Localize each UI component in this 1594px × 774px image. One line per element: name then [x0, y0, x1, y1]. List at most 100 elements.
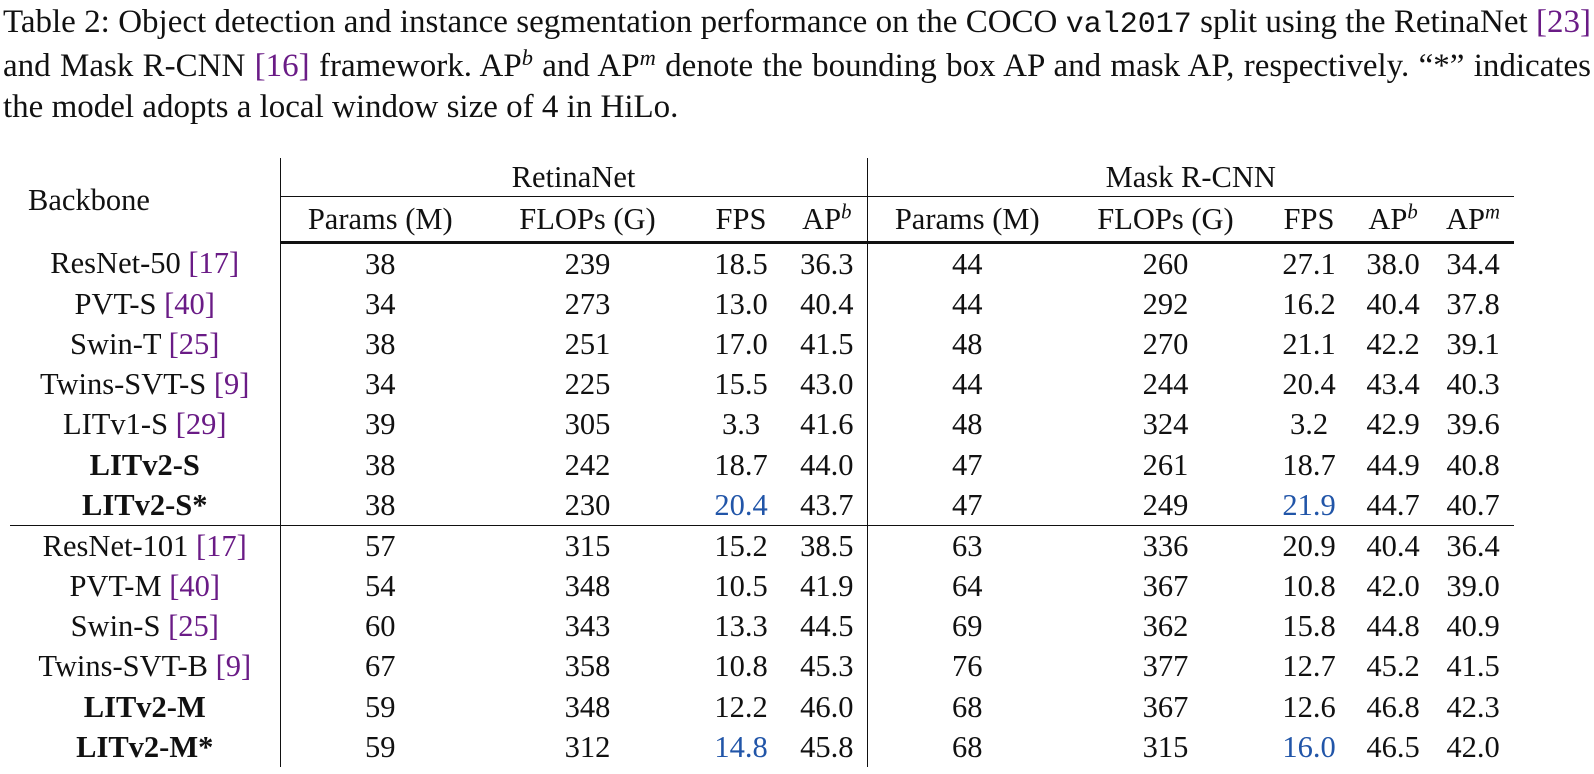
mask-apm-cell: 40.9 — [1446, 609, 1500, 644]
retina-flops-cell: 312 — [564, 729, 611, 764]
retina-fps-cell: 17.0 — [714, 326, 768, 361]
mask-apb-cell: 42.2 — [1366, 326, 1420, 361]
citation-link[interactable]: [29] — [175, 407, 227, 442]
citation-link[interactable]: [9] — [213, 367, 250, 402]
retina-params-header: Params (M) — [280, 196, 480, 244]
retina-apb-cell: 36.3 — [787, 242, 868, 285]
mask-apm-cell: 37.8 — [1446, 286, 1500, 321]
table-row: ResNet-50 [17] 38 239 18.5 36.3 44 260 27.1 38.0… — [10, 242, 1514, 285]
mask-apb-cell: 46.8 — [1366, 689, 1420, 724]
mask-flops-cell: 367 — [1142, 569, 1189, 604]
retinanet-header: RetinaNet — [280, 158, 868, 197]
backbone-name: Swin-T — [70, 326, 169, 361]
mask-params-cell: 69 — [952, 609, 983, 644]
backbone-cell: LITv2-S — [10, 444, 281, 486]
mask-flops-cell: 377 — [1142, 649, 1189, 684]
mask-fps-header: FPS — [1264, 196, 1354, 244]
mask-flops-cell: 367 — [1142, 689, 1189, 724]
backbone-cell: PVT-M [40] — [10, 566, 281, 607]
mask-apm-cell: 41.5 — [1446, 649, 1500, 684]
mask-fps-cell: 15.8 — [1282, 609, 1336, 644]
mask-params-cell: 47 — [952, 447, 983, 482]
column-header-row: Params (M) FLOPs (G) FPS APb Params (M) … — [10, 196, 1514, 244]
backbone-name: LITv2-M* — [76, 729, 214, 764]
mask-fps-cell: 10.8 — [1282, 569, 1336, 604]
retina-flops-cell: 305 — [564, 407, 611, 442]
backbone-name: LITv2-S* — [82, 487, 208, 522]
backbone-name: Swin-S — [70, 609, 169, 644]
table-row: Twins-SVT-S [9] 34 225 15.5 43.0 44 244 20.4 43.… — [10, 364, 1514, 405]
mask-apm-header: APm — [1432, 196, 1514, 244]
mask-params-cell: 64 — [952, 569, 983, 604]
mask-apm-cell: 40.3 — [1446, 367, 1500, 402]
mask-apb-cell: 44.7 — [1366, 487, 1420, 522]
citation-link[interactable]: [17] — [188, 245, 240, 280]
retina-params-cell: 60 — [365, 609, 396, 644]
mask-params-cell: 44 — [952, 246, 983, 281]
mask-apm-cell: 42.0 — [1446, 729, 1500, 764]
retina-params-cell: 54 — [365, 569, 396, 604]
citation-link[interactable]: [25] — [168, 609, 219, 644]
retina-fps-cell: 3.3 — [721, 407, 761, 442]
citation-link[interactable]: [25] — [168, 326, 220, 361]
table-row: LITv2-S 38 242 18.7 44.0 47 261 18.7 44.9 40.8 — [10, 444, 1514, 486]
citation-link[interactable]: [17] — [196, 528, 247, 563]
table-row: LITv2-S* 38 230 20.4 43.7 47 249 21.9 44.7 40.7 — [10, 485, 1514, 526]
mask-flops-cell: 336 — [1067, 525, 1264, 567]
mask-apb-cell: 44.9 — [1366, 447, 1420, 482]
retina-params-cell: 38 — [365, 447, 396, 482]
retina-params-cell: 59 — [365, 729, 396, 764]
caption-split-name: val2017 — [1065, 8, 1192, 42]
retina-params-cell: 38 — [365, 246, 396, 281]
mask-fps-cell: 12.6 — [1282, 689, 1336, 724]
mask-apb-cell: 40.4 — [1366, 286, 1420, 321]
caption-text: framework. AP — [309, 48, 522, 84]
citation-link[interactable]: [16] — [254, 48, 310, 84]
retina-flops-cell: 348 — [564, 689, 611, 724]
mask-apm-cell: 36.4 — [1432, 525, 1514, 567]
retina-fps-cell: 10.5 — [714, 569, 768, 604]
table-row: Swin-S [25] 60 343 13.3 44.5 69 362 15.8 44.8 40.… — [10, 606, 1514, 647]
mask-params-cell: 68 — [952, 689, 983, 724]
mask-apm-cell: 39.1 — [1446, 326, 1500, 361]
mask-flops-cell: 261 — [1142, 447, 1189, 482]
mask-fps-cell: 16.0 — [1282, 729, 1336, 764]
backbone-cell: LITv1-S [29] — [10, 404, 281, 445]
retina-flops-header: FLOPs (G) — [480, 196, 695, 244]
table-row: LITv1-S [29] 39 305 3.3 41.6 48 324 3.2 42.9 39.6 — [10, 404, 1514, 445]
retina-apb-cell: 43.0 — [787, 364, 868, 405]
mask-params-cell: 76 — [952, 649, 983, 684]
retina-params-cell: 38 — [365, 326, 396, 361]
backbone-cell: LITv2-M* — [10, 727, 281, 768]
mask-flops-cell: 244 — [1142, 367, 1189, 402]
retina-params-cell: 39 — [365, 407, 396, 442]
results-table: Backbone RetinaNet Mask R-CNN Params (M)… — [10, 158, 1514, 768]
mask-apm-cell: 34.4 — [1446, 246, 1500, 281]
mask-fps-cell: 21.9 — [1282, 487, 1336, 522]
backbone-name: ResNet-50 — [50, 245, 189, 280]
backbone-cell: ResNet-50 [17] — [10, 242, 281, 285]
retina-flops-cell: 358 — [564, 649, 611, 684]
citation-link[interactable]: [9] — [215, 649, 252, 684]
citation-link[interactable]: [40] — [164, 286, 215, 321]
citation-link[interactable]: [40] — [169, 569, 221, 604]
citation-link[interactable]: [23] — [1536, 4, 1592, 40]
backbone-cell: Swin-S [25] — [10, 606, 281, 647]
retina-params-cell: 34 — [365, 286, 396, 321]
maskrcnn-header: Mask R-CNN — [1105, 159, 1276, 194]
mask-apb-header: APb — [1354, 196, 1432, 244]
retina-flops-cell: 242 — [564, 447, 611, 482]
backbone-cell: Twins-SVT-S [9] — [10, 364, 281, 405]
retina-fps-cell: 15.5 — [714, 367, 768, 402]
mask-flops-cell: 315 — [1142, 729, 1189, 764]
backbone-cell: Swin-T [25] — [10, 324, 281, 365]
retina-fps-cell: 13.3 — [714, 609, 768, 644]
mask-flops-cell: 362 — [1142, 609, 1189, 644]
table-row: LITv2-M* 59 312 14.8 45.8 68 315 16.0 46.5 42.0 — [10, 727, 1514, 768]
retina-fps-cell: 14.8 — [714, 729, 768, 764]
backbone-cell: LITv2-M — [10, 687, 281, 728]
retina-fps-cell: 18.5 — [714, 246, 768, 281]
retina-apb-cell: 38.5 — [787, 525, 868, 567]
table-caption: Table 2: Object detection and instance s… — [3, 2, 1591, 128]
retina-flops-cell: 225 — [564, 367, 611, 402]
